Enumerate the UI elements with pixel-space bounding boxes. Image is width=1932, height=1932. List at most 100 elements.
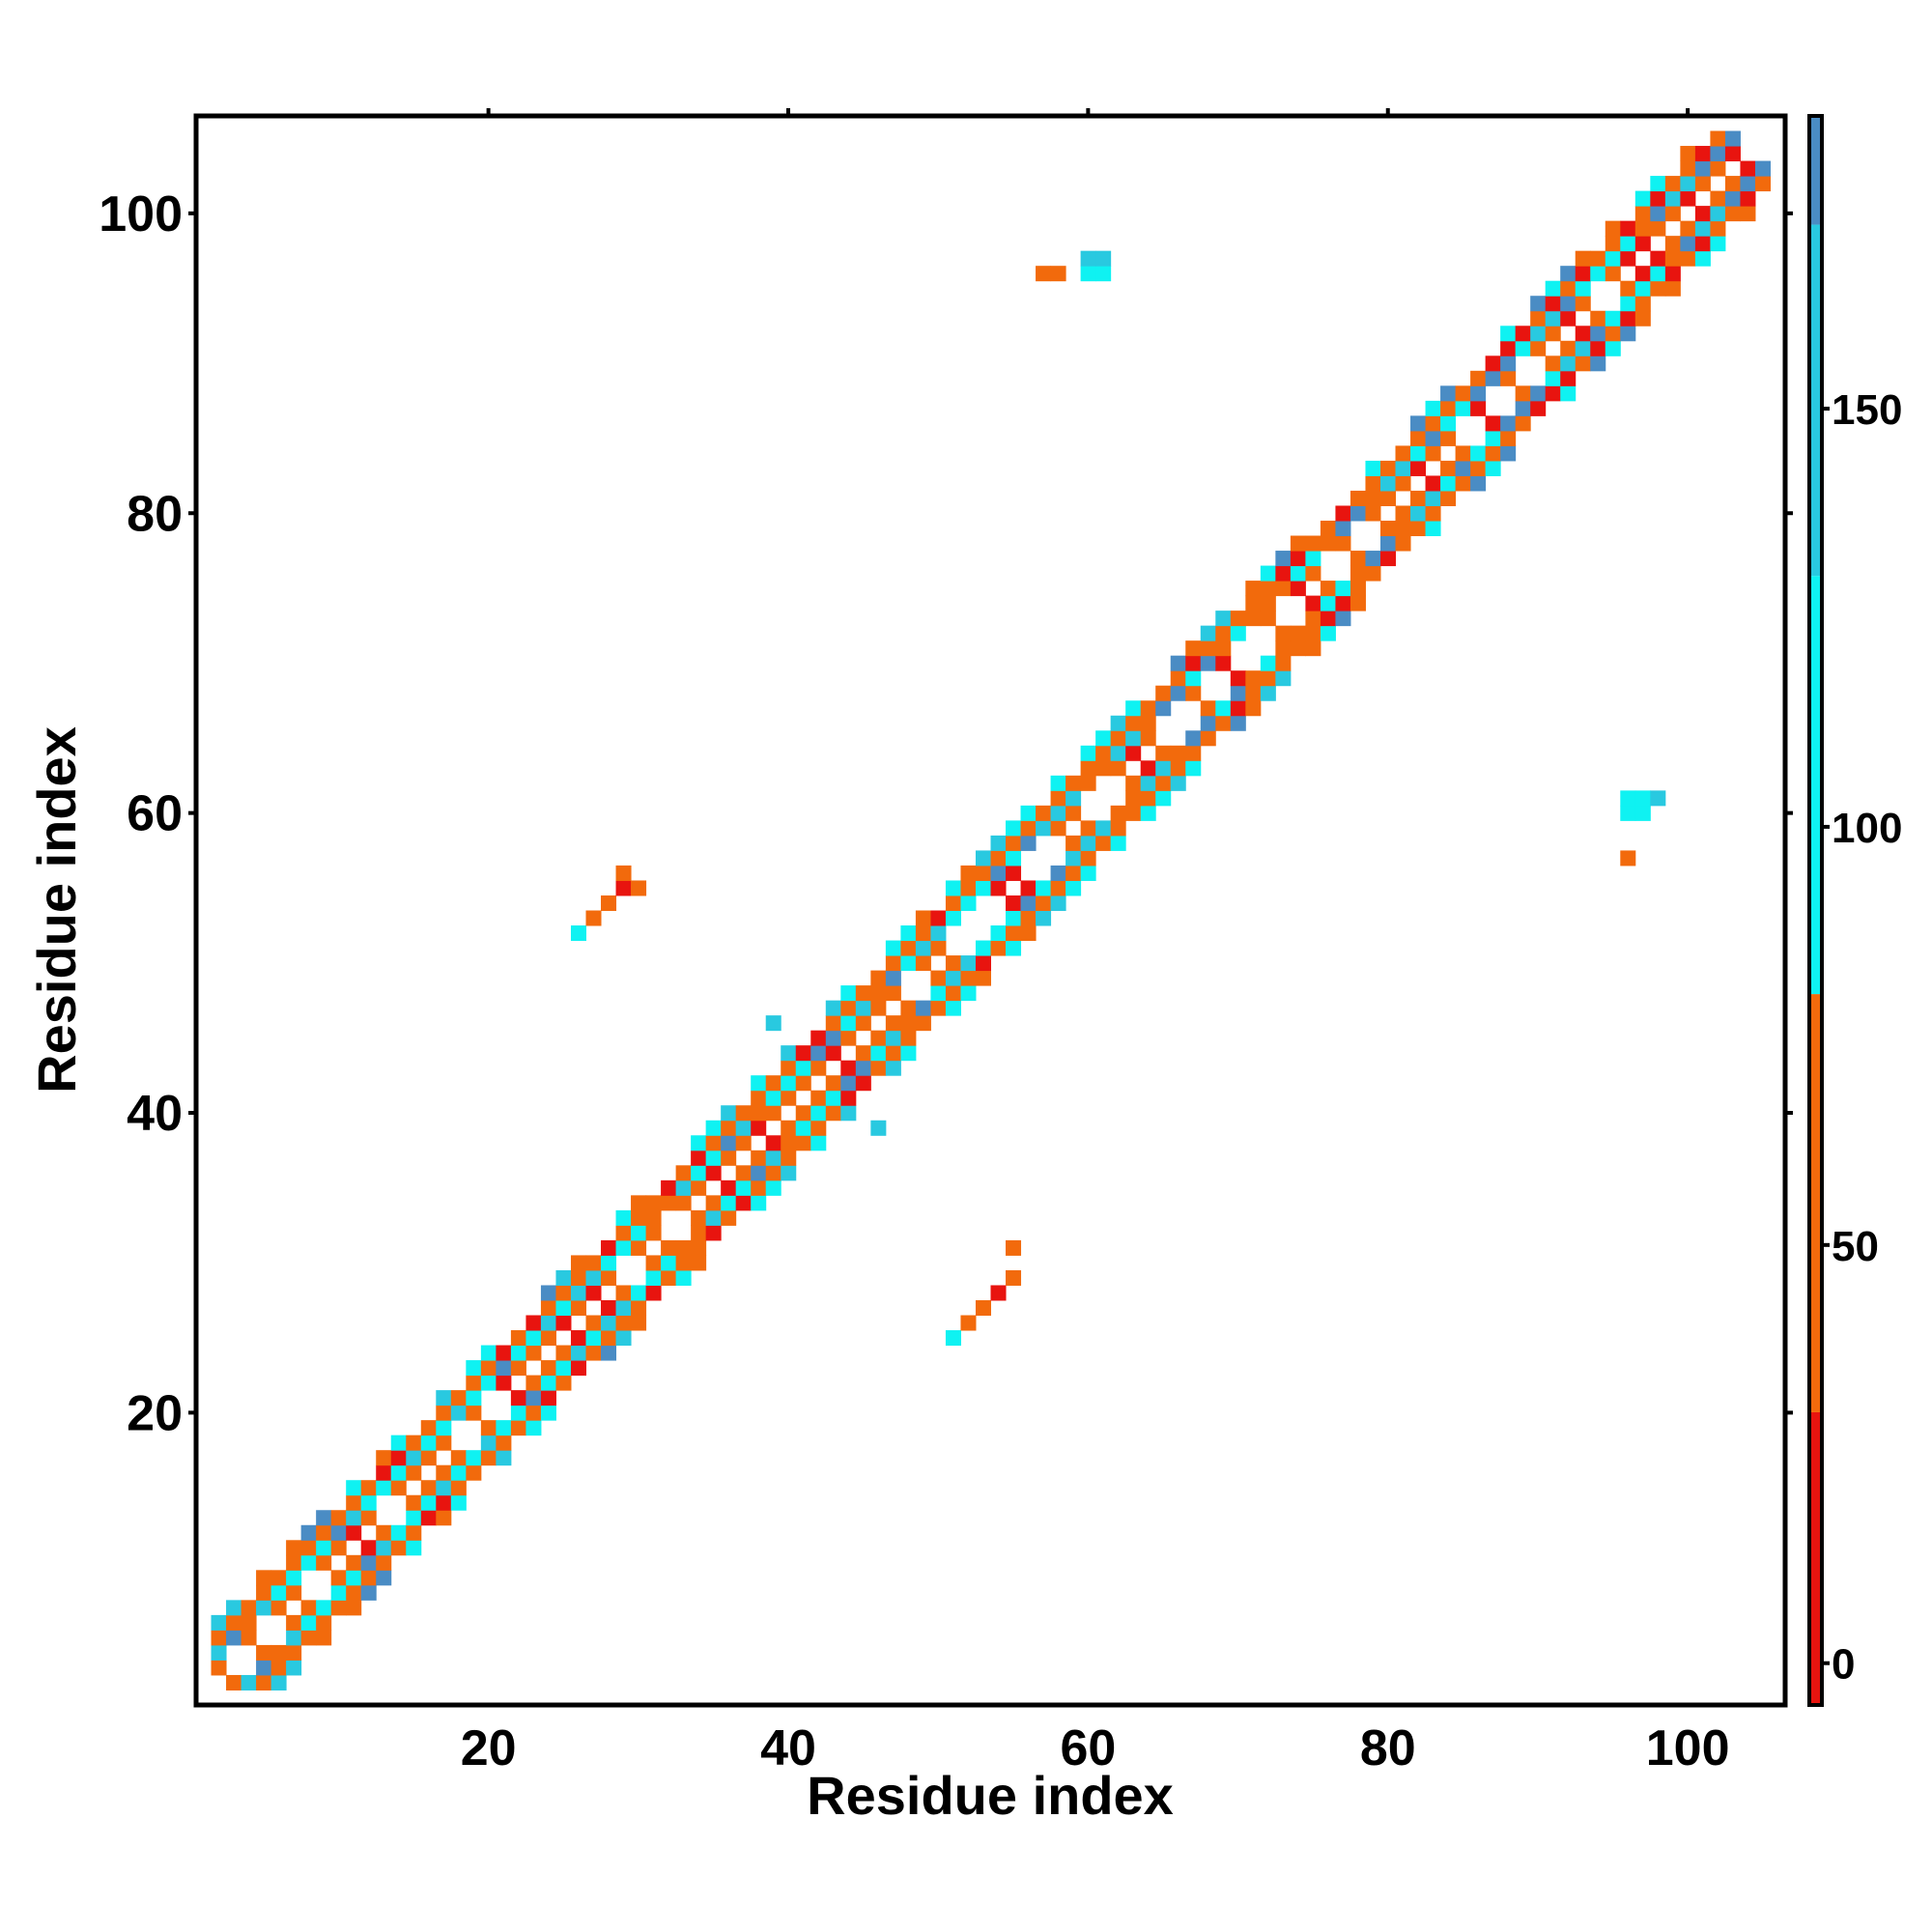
heatmap-cell	[496, 1450, 512, 1466]
heatmap-cell	[645, 1285, 662, 1301]
heatmap-cell	[1125, 775, 1142, 791]
heatmap-cell	[330, 1540, 347, 1556]
heatmap-cell	[1155, 760, 1172, 777]
heatmap-cell	[211, 1660, 227, 1676]
heatmap-cell	[1350, 490, 1366, 506]
y-tick-label: 40	[127, 1086, 183, 1142]
heatmap-cell	[585, 1269, 602, 1286]
heatmap-cell	[945, 895, 961, 911]
y-axis-label: Residue index	[26, 726, 87, 1094]
heatmap-cell	[1200, 640, 1216, 657]
heatmap-cell	[1155, 790, 1172, 807]
heatmap-cell	[1710, 130, 1726, 147]
heatmap-cell	[1260, 685, 1276, 701]
heatmap-cell	[585, 1285, 602, 1301]
heatmap-cell	[1650, 250, 1666, 267]
heatmap-cell	[1560, 280, 1577, 297]
heatmap-cell	[1754, 160, 1771, 177]
heatmap-cell	[735, 1165, 752, 1181]
colorbar-tick-label: 150	[1832, 386, 1902, 434]
heatmap-cell	[1664, 250, 1681, 267]
heatmap-cell	[1080, 775, 1096, 791]
heatmap-cell	[1006, 850, 1022, 867]
heatmap-cell	[1125, 700, 1142, 717]
heatmap-cell	[661, 1269, 677, 1286]
heatmap-cell	[960, 955, 977, 972]
heatmap-cell	[1485, 445, 1501, 462]
heatmap-cell	[436, 1420, 452, 1436]
heatmap-cell	[661, 1195, 677, 1211]
heatmap-cell	[390, 1524, 407, 1541]
heatmap-cell	[900, 925, 917, 942]
heatmap-cell	[661, 1255, 677, 1271]
heatmap-cell	[721, 1179, 737, 1196]
heatmap-cell	[1065, 775, 1082, 791]
heatmap-cell	[840, 1015, 857, 1032]
heatmap-cell	[615, 1225, 632, 1241]
heatmap-cell	[601, 1269, 617, 1286]
heatmap-cell	[675, 1239, 692, 1256]
heatmap-cell	[1110, 730, 1126, 747]
heatmap-cell	[1590, 250, 1606, 267]
heatmap-cell	[1664, 266, 1681, 282]
heatmap-cell	[675, 1195, 692, 1211]
heatmap-cell	[1440, 460, 1457, 476]
heatmap-cell	[765, 1075, 781, 1092]
heatmap-cell	[1080, 850, 1096, 867]
heatmap-cell	[631, 880, 647, 896]
heatmap-cell	[960, 895, 977, 911]
heatmap-cell	[840, 1090, 857, 1106]
colorbar-band	[1809, 576, 1822, 995]
heatmap-cell	[1200, 655, 1216, 671]
heatmap-cell	[376, 1570, 392, 1586]
heatmap-cell	[781, 1090, 797, 1106]
heatmap-cell	[1500, 355, 1517, 372]
heatmap-cell	[1620, 296, 1636, 312]
heatmap-cell	[496, 1435, 512, 1451]
heatmap-cell	[406, 1510, 422, 1526]
heatmap-cell	[1050, 880, 1066, 896]
heatmap-cell	[450, 1494, 467, 1511]
heatmap-cell	[316, 1540, 332, 1556]
heatmap-cell	[450, 1450, 467, 1466]
heatmap-cell	[615, 1315, 632, 1331]
heatmap-cell	[781, 1165, 797, 1181]
heatmap-cell	[1470, 400, 1487, 416]
heatmap-cell	[1065, 835, 1082, 851]
heatmap-cell	[450, 1390, 467, 1406]
heatmap-cell	[825, 1105, 841, 1122]
heatmap-cell	[960, 1315, 977, 1331]
heatmap-cell	[555, 1285, 572, 1301]
heatmap-cell	[915, 940, 931, 956]
heatmap-cell	[1215, 715, 1232, 731]
heatmap-cell	[765, 1179, 781, 1196]
heatmap-cell	[390, 1464, 407, 1481]
heatmap-cell	[1125, 730, 1142, 747]
heatmap-cell	[1080, 745, 1096, 761]
heatmap-cell	[1425, 475, 1441, 492]
heatmap-cell	[1410, 521, 1427, 537]
heatmap-cell	[721, 1135, 737, 1151]
heatmap-cell	[570, 1269, 586, 1286]
heatmap-cell	[376, 1554, 392, 1571]
heatmap-cell	[1036, 895, 1052, 911]
heatmap-cell	[286, 1630, 302, 1646]
heatmap-cell	[1095, 266, 1112, 282]
heatmap-cell	[526, 1345, 542, 1361]
heatmap-cell	[330, 1584, 347, 1601]
heatmap-cell	[270, 1570, 287, 1586]
heatmap-cell	[870, 1120, 887, 1136]
heatmap-cell	[975, 880, 991, 896]
heatmap-cell	[1230, 611, 1246, 627]
heatmap-cell	[1530, 340, 1547, 356]
heatmap-cell	[705, 1195, 722, 1211]
heatmap-cell	[1620, 790, 1636, 807]
heatmap-cell	[1605, 310, 1621, 327]
heatmap-cell	[585, 1345, 602, 1361]
y-tick-label: 20	[127, 1385, 183, 1441]
heatmap-cell	[450, 1464, 467, 1481]
x-axis-ticks: 20 40 60 80 100	[461, 108, 1730, 1776]
heatmap-cell	[1500, 445, 1517, 462]
heatmap-cell	[781, 1060, 797, 1076]
heatmap-cell	[870, 970, 887, 986]
